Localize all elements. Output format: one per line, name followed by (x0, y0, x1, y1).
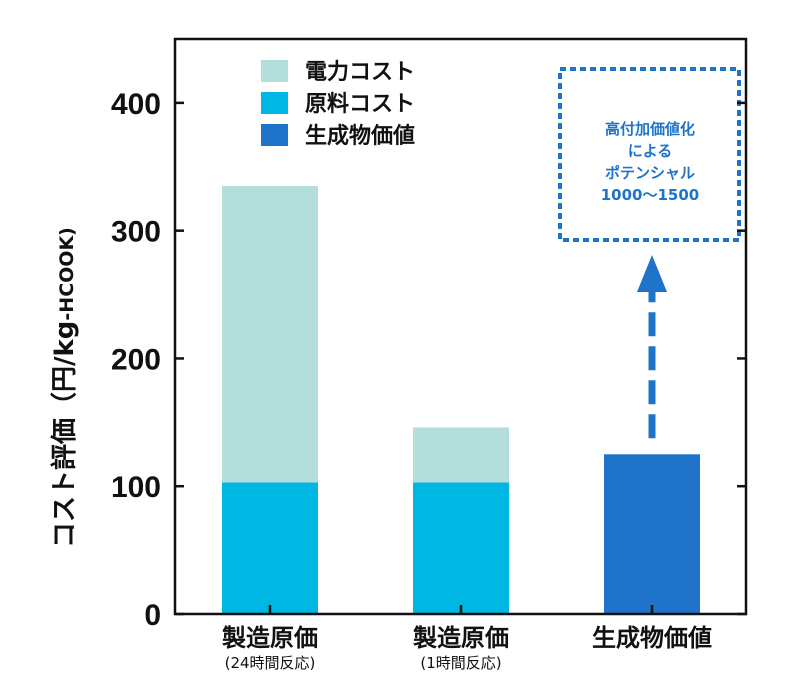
y-axis-label-group: コスト評価（円/kg-HCOOK) (49, 227, 80, 548)
y-tick-label: 0 (144, 599, 161, 632)
bar-原料コスト-1 (413, 482, 509, 614)
x-axis: 製造原価 (24時間反応) 製造原価 (1時間反応) 生成物価値 (222, 605, 712, 672)
legend-label: 生成物価値 (305, 123, 415, 149)
legend-label: 原料コスト (305, 92, 415, 117)
y-tick-label: 300 (111, 216, 161, 249)
y-axis-label-main: コスト評価（円/kg (49, 321, 80, 548)
x-category-label: 製造原価 (413, 624, 509, 652)
bar-原料コスト-0 (222, 482, 318, 614)
bar-電力コスト-1 (413, 427, 509, 483)
x-category-sublabel: (24時間反応) (225, 654, 316, 672)
y-tick-label: 200 (111, 343, 161, 376)
x-category-sublabel: (1時間反応) (420, 654, 501, 672)
x-category-label: 生成物価値 (592, 624, 712, 652)
y-tick-label: 400 (111, 88, 161, 121)
x-category-label: 製造原価 (222, 624, 318, 652)
y-axis-label: コスト評価（円/kg-HCOOK) (49, 227, 80, 548)
legend-swatch (261, 124, 288, 146)
y-axis-label-unit: -HCOOK) (56, 227, 78, 320)
bar-電力コスト-0 (222, 185, 318, 483)
bar-生成物価値-2 (604, 454, 700, 614)
y-axis: 0 100 200 300 400 (111, 88, 746, 632)
y-tick-label: 100 (111, 471, 161, 504)
annotation-text-line: ポテンシャル (605, 164, 695, 182)
legend-label: 電力コスト (305, 60, 415, 85)
annotation-dashed-box (558, 67, 741, 242)
arrow-up-icon (637, 255, 667, 292)
annotation-text-line: 高付加価値化 (605, 120, 695, 138)
annotation-text-line: による (628, 142, 673, 160)
legend-swatch (261, 60, 288, 82)
legend-swatch (261, 92, 288, 114)
bars-layer (222, 185, 700, 614)
annotation-text-line: 1000〜1500 (601, 186, 700, 204)
